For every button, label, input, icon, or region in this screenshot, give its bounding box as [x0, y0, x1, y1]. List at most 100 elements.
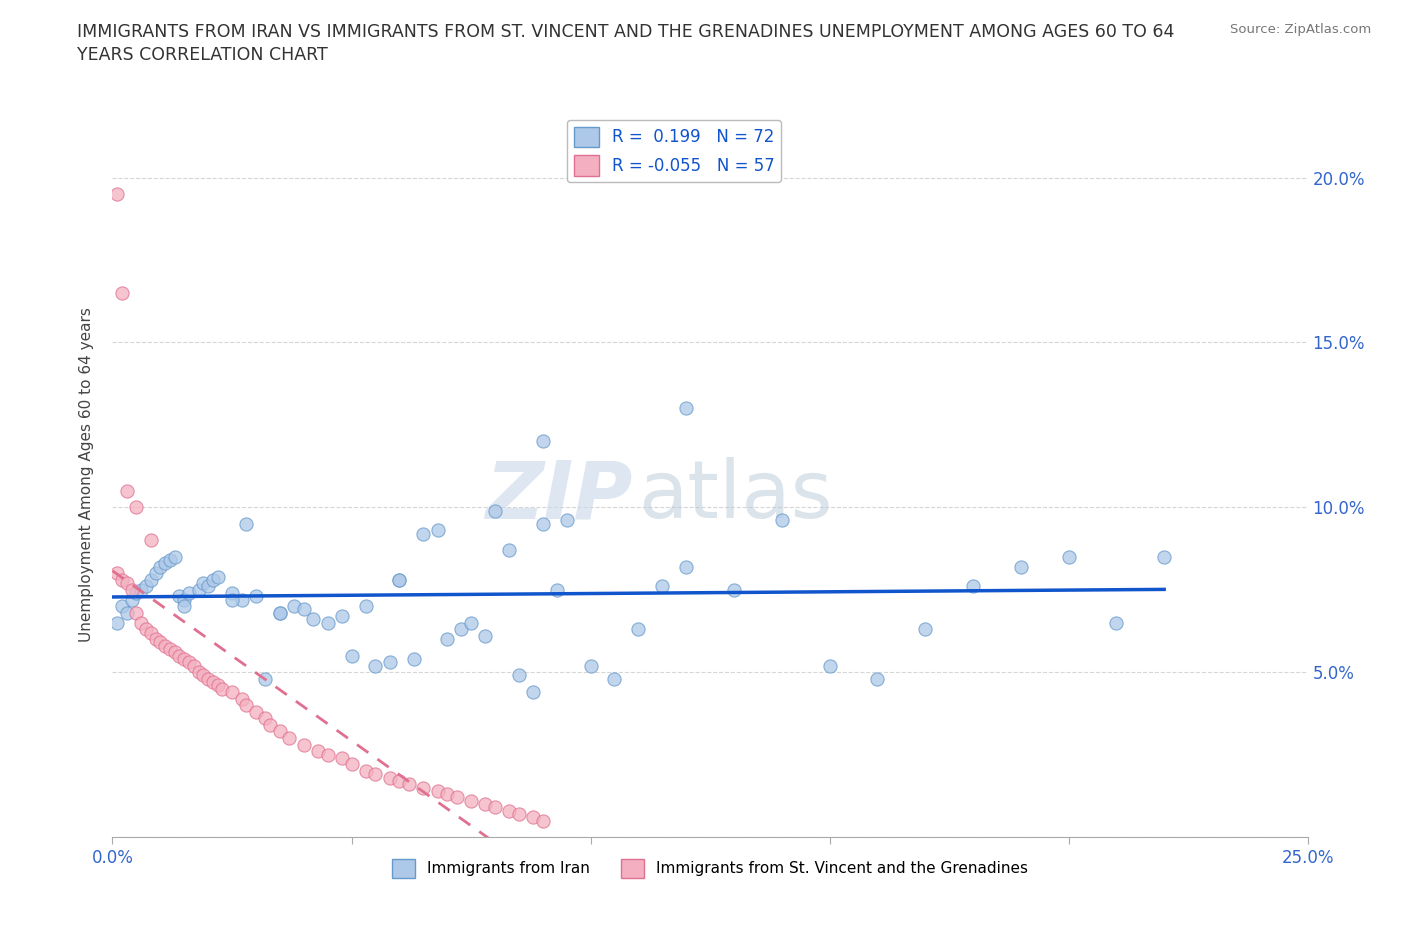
Text: ZIP: ZIP: [485, 457, 633, 535]
Point: [508, 806, 530, 821]
Point: [818, 658, 841, 673]
Point: [388, 572, 411, 587]
Point: [398, 777, 420, 791]
Point: [129, 616, 152, 631]
Point: [197, 671, 219, 686]
Point: [412, 780, 434, 795]
Point: [135, 579, 157, 594]
Point: [460, 616, 482, 631]
Point: [129, 582, 152, 597]
Point: [651, 579, 673, 594]
Point: [914, 622, 936, 637]
Point: [163, 644, 186, 659]
Point: [269, 724, 291, 739]
Point: [354, 599, 377, 614]
Point: [292, 602, 315, 617]
Point: [159, 642, 181, 657]
Point: [603, 671, 626, 686]
Point: [378, 655, 401, 670]
Point: [426, 523, 449, 538]
Point: [177, 655, 200, 670]
Point: [531, 813, 554, 828]
Point: [125, 586, 148, 601]
Point: [498, 804, 520, 818]
Point: [330, 751, 353, 765]
Point: [187, 582, 209, 597]
Point: [484, 503, 506, 518]
Point: [770, 513, 793, 528]
Point: [1057, 550, 1080, 565]
Point: [340, 648, 363, 663]
Point: [278, 731, 301, 746]
Point: [115, 484, 138, 498]
Point: [388, 774, 411, 789]
Point: [159, 552, 181, 567]
Point: [474, 797, 496, 812]
Point: [531, 516, 554, 531]
Point: [207, 569, 229, 584]
Point: [235, 698, 257, 712]
Point: [474, 629, 496, 644]
Point: [522, 684, 544, 699]
Point: [292, 737, 315, 752]
Point: [316, 747, 339, 762]
Point: [388, 572, 411, 587]
Point: [378, 770, 401, 785]
Legend: Immigrants from Iran, Immigrants from St. Vincent and the Grenadines: Immigrants from Iran, Immigrants from St…: [387, 853, 1033, 884]
Point: [125, 605, 148, 620]
Text: IMMIGRANTS FROM IRAN VS IMMIGRANTS FROM ST. VINCENT AND THE GRENADINES UNEMPLOYM: IMMIGRANTS FROM IRAN VS IMMIGRANTS FROM …: [77, 23, 1174, 41]
Point: [307, 744, 329, 759]
Point: [221, 592, 243, 607]
Point: [426, 783, 449, 798]
Point: [111, 286, 134, 300]
Point: [153, 638, 176, 653]
Point: [193, 668, 215, 683]
Point: [675, 401, 697, 416]
Point: [121, 582, 143, 597]
Point: [1153, 550, 1175, 565]
Point: [627, 622, 650, 637]
Point: [675, 559, 697, 574]
Point: [115, 576, 138, 591]
Point: [531, 434, 554, 449]
Point: [111, 599, 134, 614]
Point: [207, 678, 229, 693]
Point: [211, 681, 233, 696]
Point: [450, 622, 472, 637]
Point: [221, 586, 243, 601]
Point: [163, 550, 186, 565]
Point: [201, 674, 224, 689]
Point: [135, 622, 157, 637]
Point: [254, 671, 277, 686]
Point: [231, 592, 253, 607]
Point: [302, 612, 325, 627]
Point: [149, 559, 172, 574]
Point: [245, 589, 267, 604]
Point: [169, 589, 191, 604]
Point: [149, 635, 172, 650]
Point: [316, 616, 339, 631]
Point: [183, 658, 205, 673]
Point: [105, 616, 128, 631]
Point: [231, 691, 253, 706]
Point: [235, 516, 257, 531]
Point: [579, 658, 602, 673]
Point: [436, 631, 458, 646]
Point: [508, 668, 530, 683]
Point: [197, 579, 219, 594]
Point: [105, 565, 128, 580]
Point: [139, 572, 162, 587]
Point: [153, 556, 176, 571]
Point: [187, 665, 209, 680]
Point: [125, 499, 148, 514]
Point: [193, 576, 215, 591]
Point: [962, 579, 984, 594]
Point: [259, 717, 281, 732]
Point: [115, 605, 138, 620]
Point: [169, 648, 191, 663]
Point: [105, 187, 128, 202]
Point: [364, 658, 387, 673]
Point: [546, 582, 568, 597]
Point: [354, 764, 377, 778]
Point: [340, 757, 363, 772]
